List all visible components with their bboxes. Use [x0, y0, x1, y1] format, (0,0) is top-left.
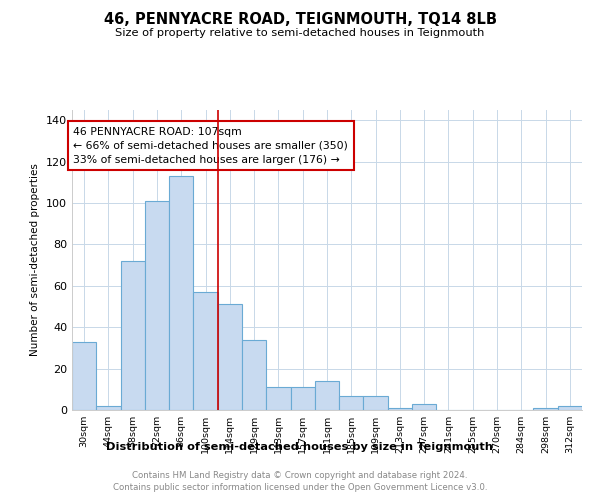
Bar	[533, 408, 558, 410]
Text: Size of property relative to semi-detached houses in Teignmouth: Size of property relative to semi-detach…	[115, 28, 485, 38]
Bar	[315, 381, 339, 410]
Bar	[96, 406, 121, 410]
Bar	[145, 201, 169, 410]
Y-axis label: Number of semi-detached properties: Number of semi-detached properties	[31, 164, 40, 356]
Bar	[558, 406, 582, 410]
Bar	[266, 387, 290, 410]
Text: 46 PENNYACRE ROAD: 107sqm
← 66% of semi-detached houses are smaller (350)
33% of: 46 PENNYACRE ROAD: 107sqm ← 66% of semi-…	[73, 126, 348, 164]
Text: Contains HM Land Registry data © Crown copyright and database right 2024.: Contains HM Land Registry data © Crown c…	[132, 471, 468, 480]
Text: 46, PENNYACRE ROAD, TEIGNMOUTH, TQ14 8LB: 46, PENNYACRE ROAD, TEIGNMOUTH, TQ14 8LB	[104, 12, 497, 28]
Bar	[169, 176, 193, 410]
Bar	[242, 340, 266, 410]
Bar	[290, 387, 315, 410]
Bar	[72, 342, 96, 410]
Bar	[364, 396, 388, 410]
Bar	[339, 396, 364, 410]
Text: Contains public sector information licensed under the Open Government Licence v3: Contains public sector information licen…	[113, 484, 487, 492]
Bar	[121, 261, 145, 410]
Bar	[193, 292, 218, 410]
Text: Distribution of semi-detached houses by size in Teignmouth: Distribution of semi-detached houses by …	[107, 442, 493, 452]
Bar	[412, 404, 436, 410]
Bar	[388, 408, 412, 410]
Bar	[218, 304, 242, 410]
